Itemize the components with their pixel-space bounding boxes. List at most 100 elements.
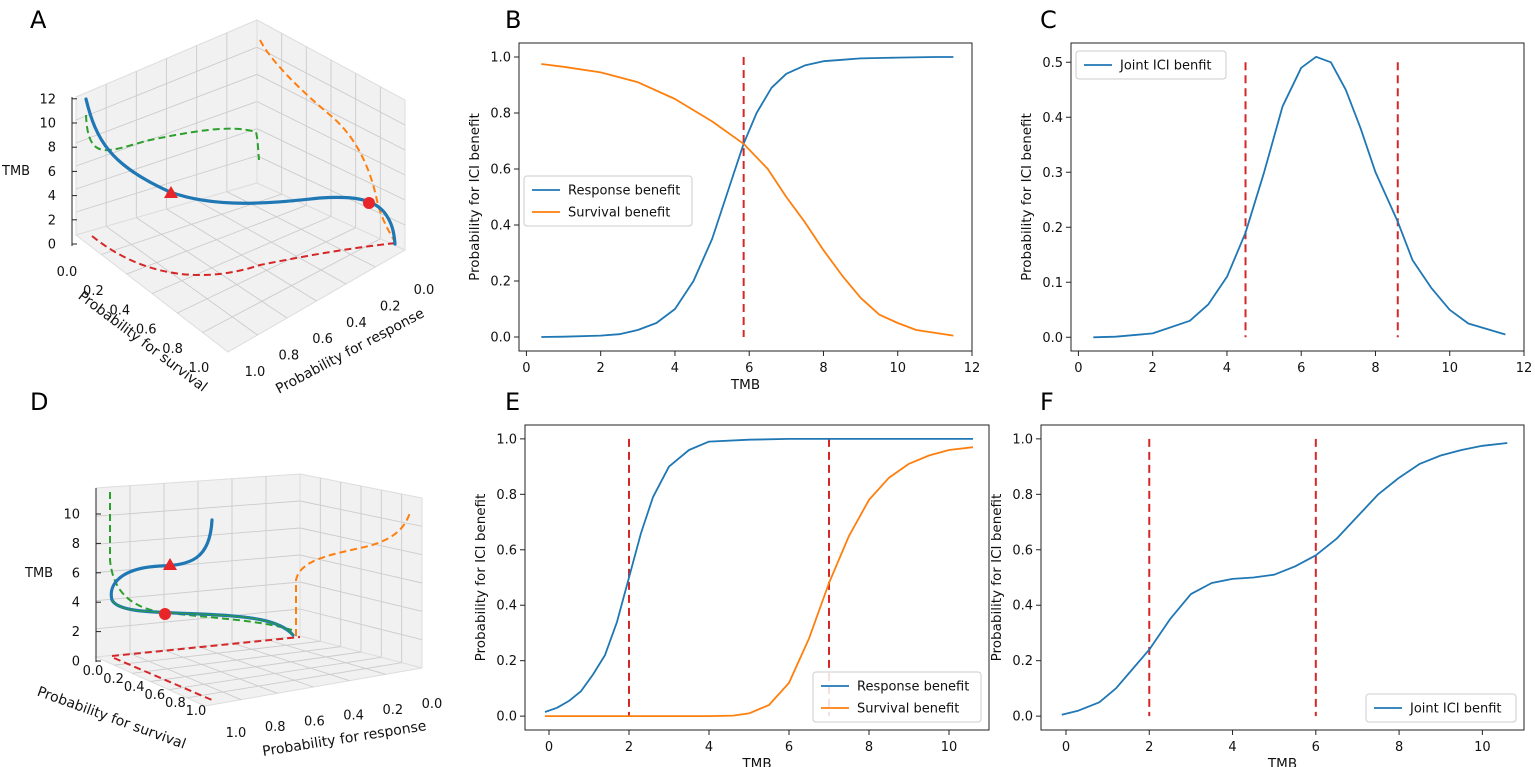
projection-green <box>85 114 260 161</box>
panel-f-chart: F 0 2 4 6 8 10 0.0 0.2 0.4 0.6 0.8 1.0 TMB Probability… <box>989 388 1525 767</box>
y-tick-label: 0.8 <box>1012 488 1033 503</box>
z-tick-label: 0 <box>48 238 56 253</box>
series-line-1 <box>1061 442 1508 716</box>
x-tick-label: 0.8 <box>165 696 186 711</box>
x-axis-label: TMB <box>741 756 771 767</box>
y-tick-label: 0.8 <box>278 349 299 364</box>
panel-letter-b: B <box>505 6 521 34</box>
x-tick-label: 10 <box>1474 740 1491 755</box>
z-tick-label: 4 <box>72 596 80 611</box>
legend-box <box>1365 693 1517 723</box>
x-tick-label: 6 <box>745 361 753 376</box>
y-tick-label: 0.3 <box>1042 166 1063 181</box>
panel-d-3d: D0246810TMB0.00.20.40.60.81.0Probability… <box>24 388 442 760</box>
x-tick-label: 0.0 <box>57 265 78 280</box>
z-axis-label: TMB <box>24 566 53 581</box>
y-tick-label: 0.0 <box>1012 710 1033 725</box>
y-tick-label: 0.6 <box>312 332 333 347</box>
y-tick-label: 0.4 <box>490 219 511 234</box>
y-tick-label: 0.6 <box>304 714 325 729</box>
x-tick-label: 0 <box>1074 361 1082 376</box>
y-tick-label: 0.0 <box>422 697 443 712</box>
y-tick-label: 0.4 <box>346 316 367 331</box>
panel-c-chart: C 0 2 4 6 8 10 12 0.0 0.1 0.2 0.3 0.4 0.5 Probability … <box>1019 6 1532 376</box>
projection-orange <box>259 39 397 245</box>
x-tick-label: 6 <box>1312 740 1320 755</box>
floor-pane-grid <box>265 639 386 675</box>
x-tick-label: 0 <box>545 740 553 755</box>
x-tick-label: 0.0 <box>83 664 104 679</box>
back-left-pane-grid <box>75 73 258 144</box>
legend: Joint ICI benfit <box>1075 50 1227 80</box>
back-left-pane-grid <box>95 581 301 602</box>
y-tick-label: 0.6 <box>490 163 511 178</box>
panel-a-3d: A024681012TMB0.00.20.40.60.81.0Probabili… <box>1 6 434 397</box>
x-tick-label: 0.4 <box>109 303 130 318</box>
x-tick-label: 2 <box>597 361 605 376</box>
y-tick-label: 0.0 <box>496 710 517 725</box>
series-line-2 <box>545 446 974 717</box>
floor-pane-grid <box>197 646 314 688</box>
legend: Joint ICI benfit <box>1365 693 1517 723</box>
plot-frame <box>518 42 973 352</box>
floor-pane-grid <box>129 653 242 701</box>
y-tick-label: 1.0 <box>226 726 247 741</box>
x-tick-label: 2 <box>1145 740 1153 755</box>
x-tick-label: 2 <box>625 740 633 755</box>
y-tick-label: 0.8 <box>496 488 517 503</box>
x-tick-label: 0.8 <box>162 342 183 357</box>
back-left-pane-grid <box>75 128 258 190</box>
y-tick-label: 0.2 <box>1012 654 1033 669</box>
x-tick-label: 10 <box>941 740 958 755</box>
back-right-pane-grid <box>256 101 406 176</box>
y-axis-label: Probability for ICI benefit <box>473 494 489 662</box>
y-tick-label: 0.4 <box>343 709 364 724</box>
x-tick-label: 0.6 <box>136 323 157 338</box>
legend-label: Response benefit <box>857 680 969 695</box>
back-left-pane-grid <box>95 527 301 545</box>
floor-pane-grid <box>231 642 350 682</box>
overlap-curve <box>111 599 294 636</box>
x-tick-label: 8 <box>1371 361 1379 376</box>
plot-frame <box>1070 42 1525 352</box>
legend-box <box>1075 50 1227 80</box>
x-axis-label: TMB <box>1267 756 1297 767</box>
y-axis-label: Probability for ICI benefit <box>467 113 483 281</box>
z-tick-label: 6 <box>72 566 80 581</box>
legend-box <box>523 175 693 227</box>
y-axis-label: Probability for ICI benefit <box>989 494 1005 662</box>
y-tick-label: 1.0 <box>1012 432 1033 447</box>
back-left-pane-grid <box>75 101 258 167</box>
y-tick-label: 1.0 <box>490 51 511 66</box>
floor-pane-grid <box>136 217 288 319</box>
x-tick-label: 0.2 <box>83 284 104 299</box>
panel-letter-a: A <box>30 6 47 34</box>
panel-letter-c: C <box>1040 6 1057 34</box>
x-tick-label: 0.6 <box>144 688 165 703</box>
y-tick-label: 0.6 <box>496 543 517 558</box>
floor-pane-grid <box>196 199 347 285</box>
x-tick-label: 12 <box>1516 361 1533 376</box>
x-tick-label: 4 <box>705 740 713 755</box>
y-axis-label: Probability for ICI benefit <box>1019 113 1035 281</box>
back-right-pane-grid <box>299 527 423 556</box>
back-left-pane-grid <box>95 608 301 630</box>
x-tick-label: 0.4 <box>124 680 145 695</box>
floor-pane-grid <box>166 208 317 302</box>
legend: Response benefit Survival benefit <box>523 175 693 227</box>
legend-label: Response benefit <box>568 184 680 199</box>
back-right-pane-grid <box>256 128 406 201</box>
x-tick-label: 6 <box>1297 361 1305 376</box>
y-tick-label: 0.0 <box>490 331 511 346</box>
y-tick-label: 0.4 <box>496 599 517 614</box>
legend-label: Survival benefit <box>857 702 959 717</box>
x-tick-label: 10 <box>1441 361 1458 376</box>
z-tick-label: 10 <box>39 117 56 132</box>
x-tick-label: 0 <box>1062 740 1070 755</box>
floor-pane-grid <box>105 225 258 336</box>
projection-orange <box>295 511 411 636</box>
back-right-pane-grid <box>256 73 406 151</box>
panel-e-chart: E 0 2 4 6 8 10 0.0 0.2 0.4 0.6 0.8 1.0 TMB Probability… <box>473 388 990 767</box>
panel-b-chart: B 0 2 4 6 8 10 12 0.0 0.2 0.4 0.6 0.8 1.0 TMB Probabili… <box>467 6 980 393</box>
x-tick-label: 1.0 <box>189 361 210 376</box>
